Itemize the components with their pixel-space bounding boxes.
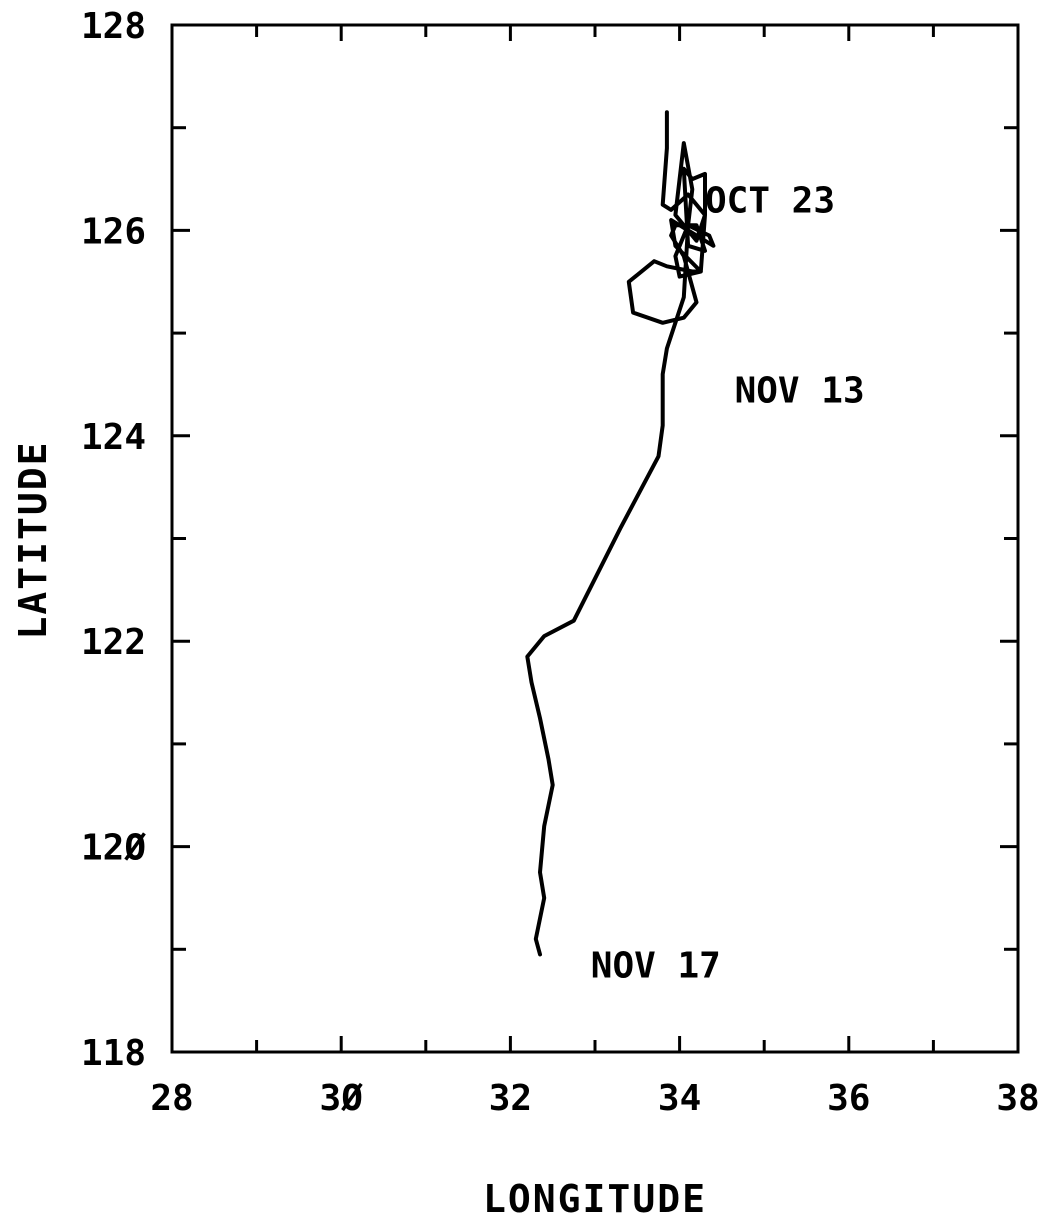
axis-tick-labels: 28 3Ø 32 34 36 38 118 12Ø 122 124 126 128 — [81, 6, 1040, 1119]
annotations: OCT 23 NOV 13 NOV 17 — [591, 181, 865, 987]
y-tick-label: 12Ø — [81, 828, 146, 869]
track-line — [525, 110, 716, 957]
x-tick-label: 3Ø — [320, 1078, 364, 1119]
x-tick-label: 28 — [150, 1078, 193, 1119]
y-tick-label: 126 — [81, 211, 146, 252]
date-annotation: NOV 17 — [591, 946, 721, 987]
x-tick-label: 32 — [489, 1078, 532, 1119]
x-axis-title: LONGITUDE — [483, 1177, 707, 1221]
y-tick-label: 128 — [81, 6, 146, 47]
y-tick-label: 122 — [81, 622, 146, 663]
x-tick-label: 38 — [996, 1078, 1039, 1119]
axis-ticks — [170, 23, 1020, 1054]
date-annotation: NOV 13 — [735, 371, 865, 412]
plot-frame — [170, 23, 1020, 1054]
date-annotation: OCT 23 — [705, 181, 835, 222]
y-axis-title: LATITUDE — [11, 440, 55, 639]
x-tick-label: 36 — [827, 1078, 870, 1119]
y-tick-label: 124 — [81, 417, 146, 458]
x-tick-label: 34 — [658, 1078, 701, 1119]
y-tick-label: 118 — [81, 1033, 146, 1074]
